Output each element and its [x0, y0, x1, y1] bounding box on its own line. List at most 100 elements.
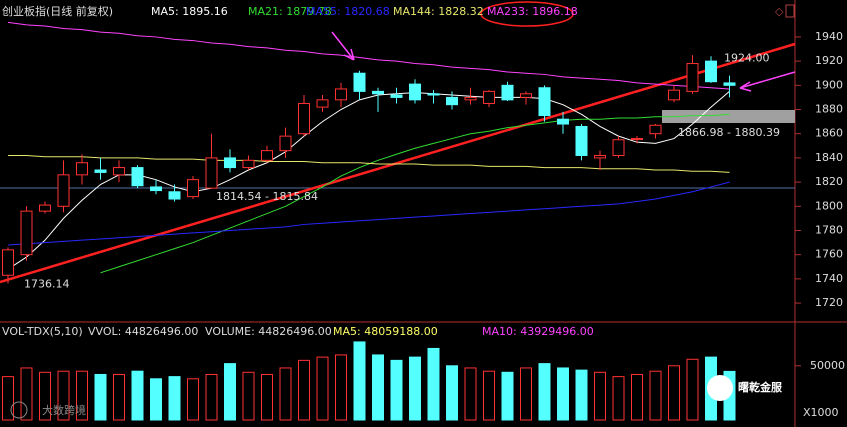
- volume-bar: [649, 370, 662, 421]
- highlight-ellipse: [480, 1, 574, 27]
- candle-body: [705, 60, 717, 83]
- volume-bar: [668, 365, 680, 421]
- volume-bar: [409, 356, 421, 421]
- candle-body: [187, 179, 199, 198]
- y-tick-label: 1940: [815, 30, 843, 43]
- volume-bar: [298, 359, 310, 421]
- volume-bar: [483, 370, 495, 421]
- annotation: 1924.00: [724, 51, 770, 64]
- y-tick-label: 1800: [815, 199, 843, 212]
- volume-bar: [2, 376, 14, 421]
- legend-entry: MA21: 1879.78: [248, 5, 332, 18]
- ma-line: [100, 113, 730, 274]
- candle-body: [113, 167, 125, 176]
- legend-entry: VOLUME: 44826496.00: [205, 325, 332, 338]
- volume-bar: [372, 354, 384, 421]
- watermark-logo: [707, 375, 733, 401]
- legend-entry: MA5: 48059188.00: [333, 325, 438, 338]
- candle-body: [649, 124, 662, 135]
- volume-bar: [631, 373, 643, 421]
- volume-bar: [113, 373, 125, 421]
- volume-bar: [575, 369, 588, 421]
- volume-bar: [94, 373, 107, 421]
- ma-line: [8, 154, 730, 173]
- candle-body: [20, 210, 33, 256]
- candle-body: [205, 157, 218, 189]
- volume-bar: [594, 371, 606, 421]
- candle-body: [316, 99, 329, 108]
- legend-entry: MA10: 43929496.00: [482, 325, 594, 338]
- candle-body: [427, 93, 440, 96]
- volume-bar: [187, 378, 199, 421]
- candle-body: [409, 83, 421, 101]
- candle-body: [483, 90, 495, 104]
- volume-bar: [316, 356, 329, 421]
- y-tick-label: 1720: [815, 296, 843, 309]
- candle-body: [76, 162, 88, 176]
- candle-body: [298, 102, 310, 135]
- candle-body: [94, 169, 107, 173]
- candle-body: [261, 150, 273, 161]
- candle-body: [446, 96, 458, 106]
- candle-body: [464, 96, 477, 101]
- volume-bar: [242, 371, 255, 421]
- volume-bar: [501, 371, 514, 421]
- volume-bar: [205, 373, 218, 421]
- candle-body: [612, 139, 625, 156]
- legend-entry: MA233: 1896.18: [487, 5, 578, 18]
- candle-body: [224, 157, 236, 169]
- unit-label: X1000: [803, 406, 839, 419]
- candle-body: [557, 118, 569, 125]
- candle-body: [686, 63, 699, 92]
- volume-bar: [538, 363, 551, 421]
- icon[interactable]: ◇: [775, 5, 784, 18]
- volume-bar: [557, 367, 569, 421]
- y-tick-label: 1780: [815, 223, 843, 236]
- y-tick-label: 1880: [815, 103, 843, 116]
- candle-body: [520, 93, 532, 98]
- volume-bar: [353, 341, 366, 421]
- candle-body: [39, 204, 51, 212]
- watermark: 大数跨境: [42, 403, 86, 417]
- legend-entry: MA5: 1895.16: [151, 5, 228, 18]
- legend-entry: MA55: 1820.68: [306, 5, 390, 18]
- ma-line: [7, 90, 730, 270]
- y-tick-label: 1840: [815, 151, 843, 164]
- annotation: 1866.98 - 1880.39: [678, 126, 780, 139]
- annotation: 1814.54 - 1815.84: [216, 190, 318, 203]
- legend-entry: MA144: 1828.32: [393, 5, 484, 18]
- candle-body: [668, 89, 680, 101]
- volume-bar: [335, 354, 347, 421]
- volume-bar: [131, 370, 144, 421]
- candle-body: [2, 249, 14, 276]
- candle-body: [594, 154, 606, 159]
- volume-title: VOL-TDX(5,10): [2, 325, 83, 338]
- candle-body: [631, 138, 643, 141]
- y-tick-label: 1760: [815, 248, 843, 261]
- candle-body: [723, 82, 736, 86]
- range-box: [662, 110, 795, 123]
- volume-bar: [57, 370, 70, 421]
- trend-line: [0, 42, 796, 284]
- volume-bar: [686, 358, 699, 421]
- y-tick-label: 1740: [815, 272, 843, 285]
- volume-bar: [39, 371, 51, 421]
- volume-bar: [427, 347, 440, 421]
- candle-body: [242, 159, 255, 169]
- volume-bar: [279, 367, 292, 421]
- watermark-logo: [10, 401, 28, 419]
- watermark: 曙乾金服: [738, 380, 783, 394]
- volume-bar: [464, 367, 477, 421]
- y-tick-label: 1920: [815, 54, 843, 67]
- y-tick-label: 1820: [815, 175, 843, 188]
- candle-body: [57, 174, 70, 207]
- candle-body: [372, 90, 384, 95]
- candle-body: [150, 186, 162, 192]
- candle-body: [131, 167, 144, 187]
- volume-bar: [150, 378, 162, 421]
- candle-body: [168, 191, 181, 200]
- volume-bar: [612, 376, 625, 421]
- legend-entry: VVOL: 44826496.00: [88, 325, 198, 338]
- icon[interactable]: [785, 4, 795, 18]
